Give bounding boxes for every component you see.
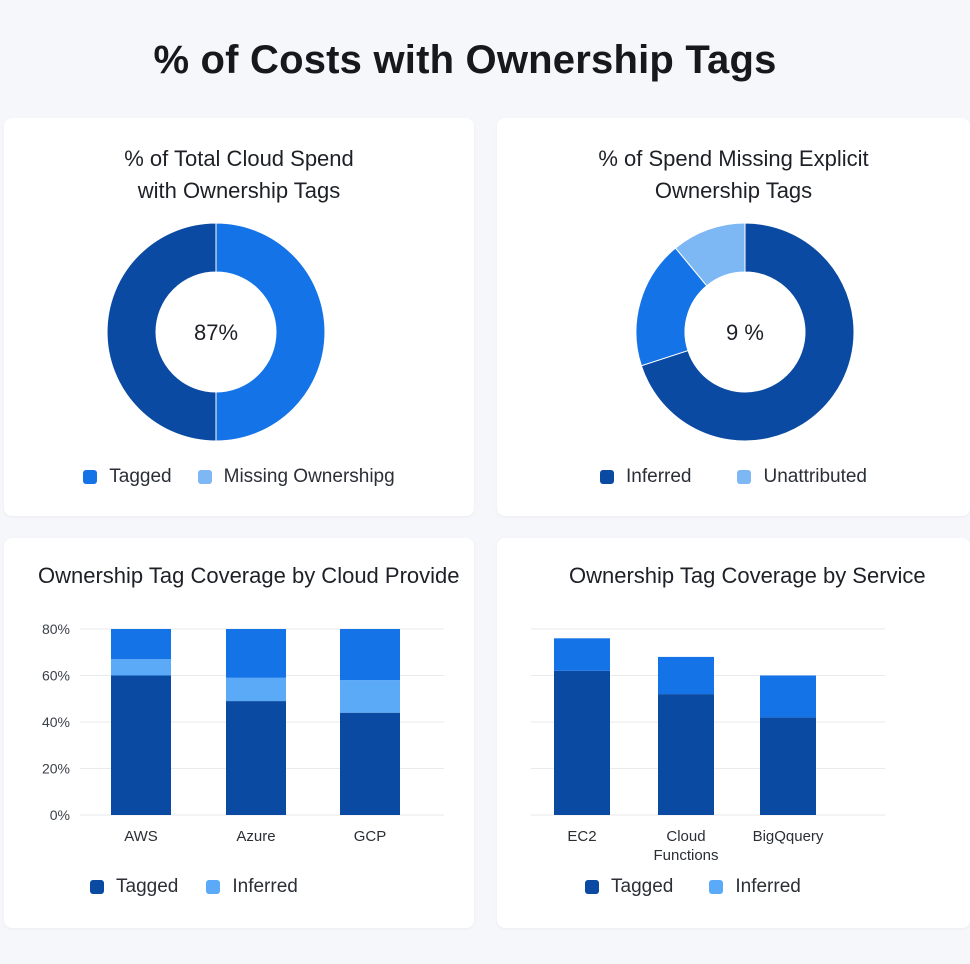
page-title: % of Costs with Ownership Tags: [153, 38, 777, 82]
service-coverage-chart: EC2 Cloud Functions BigQquery: [531, 628, 885, 864]
missing-tags-center-label: 9 %: [726, 320, 764, 345]
missing-tags-slice-inferred: [640, 222, 855, 442]
provider-bar-tagged-0: [111, 675, 171, 815]
provider-bar-segment-3-1: [226, 629, 286, 678]
service-category-label-0: EC2: [567, 828, 596, 845]
service-coverage-card: Ownership Tag Coverage by Service EC2 Clo…: [497, 538, 970, 928]
provider-bar-segment-3-0: [111, 629, 171, 660]
legend-swatch-service-inferred: [709, 880, 724, 894]
service-bar-tagged-1: [658, 694, 714, 815]
legend-swatch-tagged: [83, 470, 98, 484]
provider-y-tick-0: 0%: [50, 807, 70, 823]
service-bar-tagged-2: [760, 717, 816, 815]
provider-bar-inferred-1: [226, 677, 286, 702]
tagged-spend-donut: 87%: [106, 222, 326, 442]
tagged-spend-slice-missing-ownershipg: [106, 222, 217, 442]
service-category-label-2: BigQquery: [753, 828, 824, 845]
legend-label-unattributed: Unattributed: [763, 466, 867, 487]
provider-y-tick-2: 40%: [42, 714, 70, 730]
tagged-spend-title-line-2: with Ownership Tags: [137, 178, 341, 203]
missing-tags-title-line-2: Ownership Tags: [654, 178, 813, 203]
service-category-label-1-1: Functions: [653, 847, 718, 864]
missing-tags-card: % of Spend Missing Explicit Ownership Ta…: [497, 118, 970, 516]
legend-item-unattributed: Unattributed: [737, 466, 867, 488]
tagged-spend-slice-tagged: [215, 222, 326, 442]
provider-coverage-legend: Tagged Inferred: [90, 876, 298, 898]
provider-bar-inferred-0: [111, 659, 171, 676]
service-bar-segment-2-0: [554, 638, 610, 671]
legend-swatch-provider-inferred: [206, 880, 221, 894]
missing-tags-title: % of Spend Missing Explicit Ownership Ta…: [497, 143, 970, 207]
legend-swatch-provider-tagged: [90, 880, 104, 894]
legend-label-provider-tagged: Tagged: [116, 876, 179, 897]
provider-coverage-title: Ownership Tag Coverage by Cloud Provide: [38, 563, 460, 588]
service-coverage-legend: Tagged Inferred: [585, 876, 801, 898]
provider-category-label-0: AWS: [124, 828, 158, 845]
legend-item-service-tagged: Tagged: [585, 876, 673, 898]
service-category-label-1-0: Cloud: [666, 828, 705, 845]
provider-y-tick-3: 60%: [42, 668, 70, 684]
legend-label-service-tagged: Tagged: [611, 876, 674, 897]
legend-label-inferred: Inferred: [626, 466, 692, 487]
legend-swatch-missing: [197, 470, 212, 484]
service-coverage-title: Ownership Tag Coverage by Service: [569, 563, 926, 588]
legend-item-inferred: Inferred: [600, 466, 691, 488]
missing-tags-slice-unattributed: [674, 222, 746, 287]
tagged-spend-title-line-1: % of Total Cloud Spend: [124, 146, 354, 171]
tagged-spend-legend: Tagged Missing Ownershipg: [4, 466, 474, 488]
provider-category-label-2: GCP: [354, 828, 387, 845]
provider-bar-tagged-2: [340, 712, 400, 815]
provider-bar-tagged-1: [226, 701, 286, 815]
provider-bar-segment-3-2: [340, 629, 400, 681]
tagged-spend-center-label: 87%: [194, 320, 238, 345]
provider-y-tick-1: 20%: [42, 761, 70, 777]
missing-tags-legend: Inferred Unattributed: [497, 466, 970, 488]
legend-item-provider-tagged: Tagged: [90, 876, 178, 898]
provider-category-label-1: Azure: [236, 828, 275, 845]
legend-swatch-service-tagged: [585, 880, 599, 894]
legend-item-service-inferred: Inferred: [709, 876, 801, 898]
provider-y-tick-4: 80%: [42, 621, 70, 637]
service-bar-tagged-0: [554, 670, 610, 815]
tagged-spend-title: % of Total Cloud Spend with Ownership Ta…: [4, 143, 474, 207]
provider-coverage-card: Ownership Tag Coverage by Cloud Provide …: [4, 538, 474, 928]
service-bar-segment-2-1: [658, 656, 714, 695]
legend-item-tagged: Tagged: [83, 466, 172, 488]
legend-swatch-unattributed: [737, 470, 752, 484]
missing-tags-donut: 9 %: [635, 222, 855, 442]
legend-swatch-inferred: [600, 470, 614, 484]
legend-item-provider-inferred: Inferred: [206, 876, 298, 898]
tagged-spend-card: % of Total Cloud Spend with Ownership Ta…: [4, 118, 474, 516]
legend-label-provider-inferred: Inferred: [232, 876, 298, 897]
service-bar-segment-2-2: [760, 675, 816, 718]
provider-coverage-chart: 0% 20% 40% 60% 80% AWS Azure GCP: [42, 621, 444, 845]
legend-item-missing: Missing Ownershipg: [197, 466, 395, 488]
legend-label-tagged: Tagged: [109, 466, 172, 487]
missing-tags-title-line-1: % of Spend Missing Explicit: [598, 146, 869, 171]
legend-label-service-inferred: Inferred: [735, 876, 801, 897]
provider-bar-inferred-2: [340, 680, 400, 713]
legend-label-missing: Missing Ownershipg: [223, 466, 395, 487]
